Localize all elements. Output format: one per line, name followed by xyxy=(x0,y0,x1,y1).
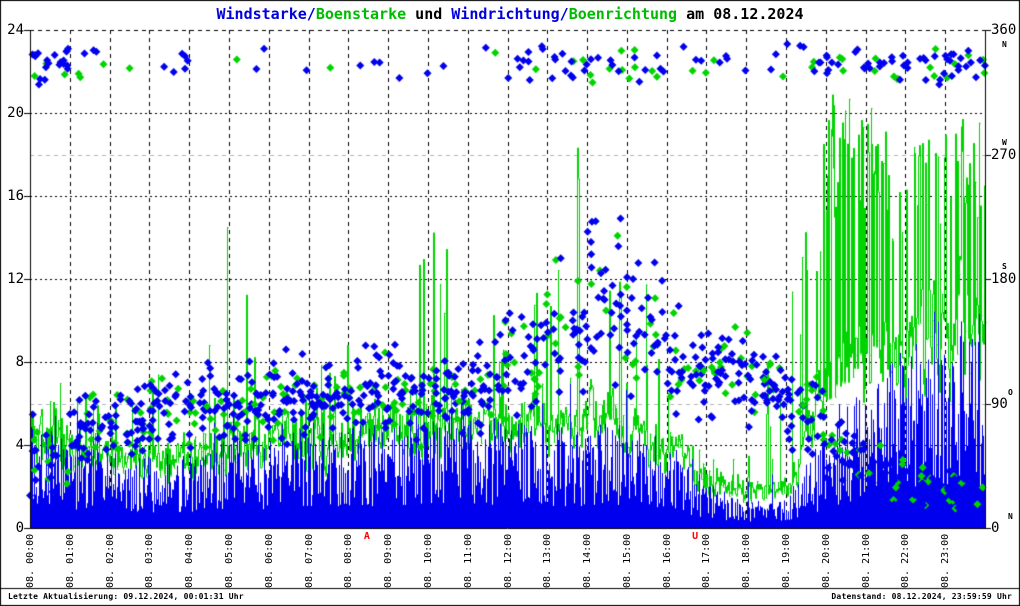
title-windrichtung: Windrichtung/ xyxy=(451,5,569,23)
x-tick-label: 08. 14:00 xyxy=(582,533,594,588)
x-tick-label: 08. 02:00 xyxy=(104,533,116,588)
title-windstarke: Windstarke/ xyxy=(216,5,316,23)
sun-marker-U: U xyxy=(692,531,699,542)
y-right-direction-label: W xyxy=(1002,137,1007,147)
x-tick-label: 08. 10:00 xyxy=(422,533,434,588)
x-tick-label: 08. 11:00 xyxy=(462,533,474,588)
x-tick-label: 08. 03:00 xyxy=(144,533,156,588)
y-right-tick-label: 180 xyxy=(991,271,1017,287)
x-tick-label: 08. 09:00 xyxy=(383,533,395,588)
title-und: und xyxy=(406,5,452,23)
x-tick-label: 08. 15:00 xyxy=(621,533,633,588)
y-right-tick-label: 90 xyxy=(991,395,1008,412)
y-right-direction-label: N xyxy=(1008,512,1013,521)
y-right-tick-label: 0 xyxy=(991,520,1000,536)
x-tick-label: 08. 04:00 xyxy=(184,533,196,588)
y-right-tick-label: 360 xyxy=(991,22,1017,38)
y-left-tick-label: 4 xyxy=(15,437,24,453)
x-tick-label: 08. 20:00 xyxy=(820,533,832,588)
x-tick-label: 08. 22:00 xyxy=(900,533,912,588)
data-state-text: Datenstand: 08.12.2024, 23:59:59 Uhr xyxy=(831,592,1012,601)
x-tick-label: 08. 07:00 xyxy=(303,533,315,588)
y-left-tick-label: 16 xyxy=(7,188,24,204)
y-left-tick-label: 24 xyxy=(7,22,24,38)
chart-title: Windstarke/Boenstarke und Windrichtung/B… xyxy=(0,5,1020,23)
x-tick-label: 08. 13:00 xyxy=(542,533,554,588)
y-left-tick-label: 20 xyxy=(7,105,24,121)
x-tick-label: 08. 01:00 xyxy=(64,533,76,588)
y-right-direction-label: N xyxy=(1002,40,1007,49)
x-tick-label: 08. 06:00 xyxy=(263,533,275,588)
y-left-tick-label: 12 xyxy=(7,271,24,287)
x-tick-label: 08. 21:00 xyxy=(860,533,872,588)
x-tick-label: 08. 23:00 xyxy=(940,533,952,588)
title-date: am 08.12.2024 xyxy=(677,5,804,23)
x-tick-label: 08. 00:00 xyxy=(25,533,36,588)
x-tick-label: 08. 19:00 xyxy=(781,533,793,588)
x-tick-label: 08. 16:00 xyxy=(661,533,673,588)
y-left-tick-label: 0 xyxy=(15,520,24,536)
x-tick-label: 08. 08:00 xyxy=(343,533,355,588)
sun-marker-A: A xyxy=(363,531,370,542)
x-tick-label: 08. 12:00 xyxy=(502,533,514,588)
x-tick-label: 08. 18:00 xyxy=(741,533,753,588)
y-right-direction-label: S xyxy=(1002,262,1007,271)
y-right-direction-label: O xyxy=(1008,387,1013,397)
y-right-tick-label: 270 xyxy=(991,146,1017,163)
x-tick-label: 08. 17:00 xyxy=(701,533,713,588)
y-left-tick-label: 8 xyxy=(15,354,24,370)
last-update-text: Letzte Aktualisierung: 09.12.2024, 00:01… xyxy=(8,592,244,601)
title-boenrichtung: Boenrichtung xyxy=(568,5,678,23)
x-tick-label: 08. 05:00 xyxy=(223,533,235,588)
title-boenstarke: Boenstarke xyxy=(315,5,407,23)
